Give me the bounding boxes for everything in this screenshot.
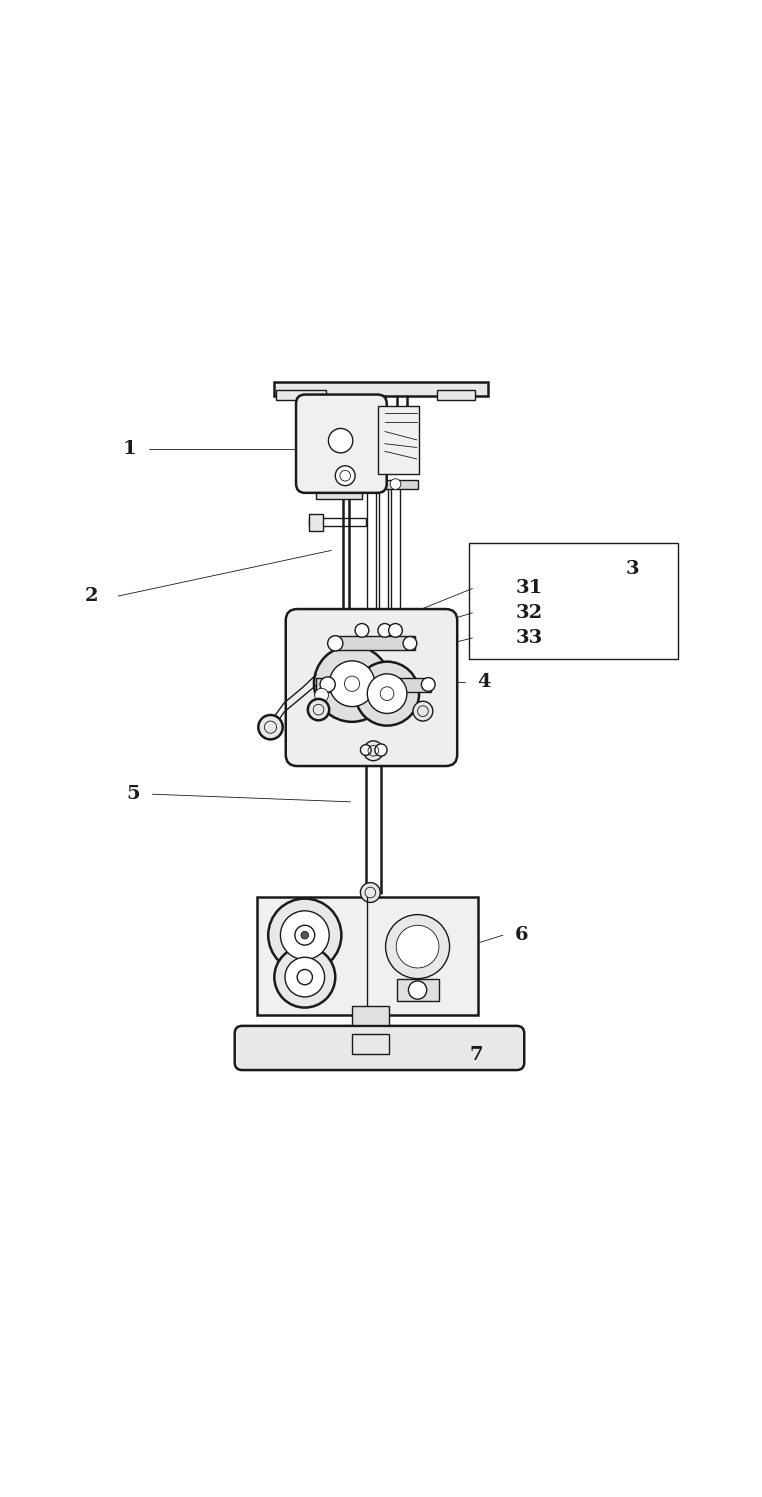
Circle shape: [301, 931, 309, 939]
Text: 1: 1: [123, 440, 136, 458]
Circle shape: [378, 624, 392, 638]
Circle shape: [274, 946, 335, 1007]
Circle shape: [396, 925, 439, 969]
Circle shape: [389, 624, 402, 638]
Bar: [397, 979, 439, 1001]
Bar: [309, 513, 323, 530]
Circle shape: [367, 674, 407, 714]
Circle shape: [413, 701, 433, 722]
Text: 31: 31: [516, 579, 543, 597]
Text: 5: 5: [126, 786, 140, 804]
Circle shape: [355, 662, 419, 726]
Circle shape: [390, 636, 401, 647]
Circle shape: [369, 636, 379, 647]
Text: 3: 3: [626, 560, 639, 578]
Circle shape: [315, 689, 328, 702]
Circle shape: [328, 636, 343, 651]
Circle shape: [329, 660, 375, 707]
Circle shape: [320, 677, 335, 692]
Bar: [377, 406, 419, 475]
Bar: [277, 391, 326, 400]
Bar: [349, 479, 418, 488]
Bar: [351, 636, 416, 647]
Circle shape: [285, 957, 325, 997]
Circle shape: [408, 981, 427, 998]
Circle shape: [375, 744, 387, 756]
Circle shape: [355, 624, 369, 638]
FancyBboxPatch shape: [235, 1025, 524, 1070]
Bar: [331, 636, 415, 650]
Text: 2: 2: [85, 587, 98, 605]
Bar: [257, 897, 478, 1015]
Circle shape: [360, 744, 371, 756]
Circle shape: [268, 898, 341, 972]
Bar: [352, 1034, 389, 1054]
Text: 6: 6: [515, 927, 529, 945]
Circle shape: [258, 716, 283, 740]
Circle shape: [403, 636, 417, 650]
Circle shape: [340, 470, 351, 481]
Bar: [309, 518, 367, 525]
Bar: [316, 678, 431, 692]
Text: 33: 33: [516, 629, 543, 647]
Bar: [352, 1006, 389, 1025]
Circle shape: [328, 428, 353, 454]
Bar: [437, 391, 475, 400]
FancyBboxPatch shape: [296, 395, 387, 493]
Circle shape: [308, 699, 329, 720]
Text: 7: 7: [469, 1046, 483, 1064]
Bar: [469, 543, 678, 659]
Circle shape: [421, 678, 435, 692]
Circle shape: [366, 479, 376, 490]
Bar: [316, 491, 362, 499]
Text: 4: 4: [477, 674, 491, 692]
Circle shape: [363, 741, 383, 760]
Circle shape: [280, 910, 329, 960]
FancyBboxPatch shape: [286, 609, 457, 766]
Bar: [274, 382, 488, 395]
Circle shape: [314, 645, 390, 722]
Circle shape: [386, 915, 450, 979]
Circle shape: [390, 479, 401, 490]
Circle shape: [335, 466, 355, 485]
Text: 32: 32: [516, 603, 543, 621]
Circle shape: [360, 883, 380, 903]
